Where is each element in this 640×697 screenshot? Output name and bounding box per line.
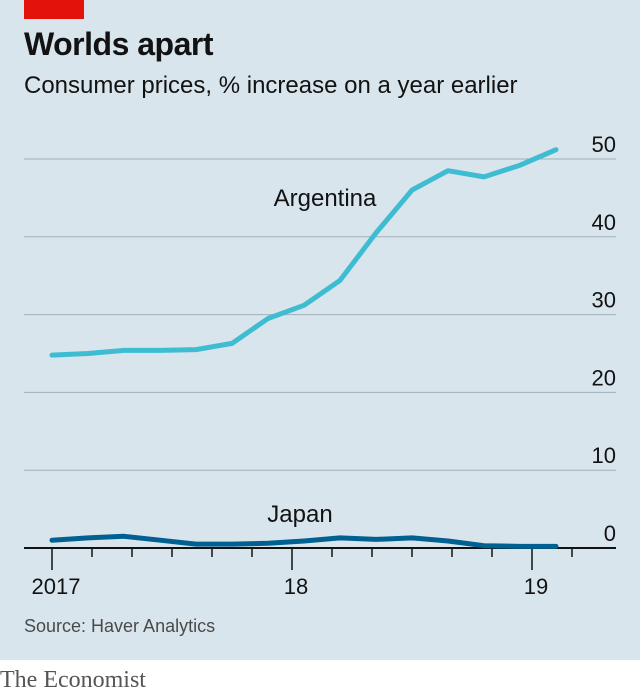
y-tick-label-40: 40 — [592, 210, 616, 235]
series-lines — [49, 147, 559, 549]
y-axis-tick-labels: 0 10 20 30 40 50 — [592, 132, 616, 546]
series-label-japan: Japan — [267, 501, 332, 528]
publisher-logo: The Economist — [0, 667, 146, 693]
line-chart: 0 10 20 30 40 50 2017 18 19 Argentina Japan — [24, 132, 616, 599]
brand-red-tag — [24, 0, 84, 19]
x-tick-label-18: 18 — [284, 574, 308, 599]
chart-title: Worlds apart — [24, 26, 214, 62]
series-line-argentina — [49, 147, 559, 358]
chart-panel — [0, 0, 640, 660]
chart-subtitle: Consumer prices, % increase on a year ea… — [24, 72, 518, 99]
x-tick-label-2017: 2017 — [32, 574, 81, 599]
gridlines — [24, 158, 616, 471]
x-axis: 2017 18 19 — [24, 547, 616, 599]
source-note: Source: Haver Analytics — [24, 616, 216, 636]
y-tick-label-20: 20 — [592, 365, 616, 390]
series-label-argentina: Argentina — [274, 185, 377, 212]
series-line-japan — [49, 533, 559, 549]
y-tick-label-10: 10 — [592, 443, 616, 468]
y-tick-label-0: 0 — [604, 521, 616, 546]
series-labels: Argentina Japan — [267, 185, 377, 528]
x-tick-label-19: 19 — [524, 574, 548, 599]
y-tick-label-30: 30 — [592, 288, 616, 313]
y-tick-label-50: 50 — [592, 132, 616, 157]
